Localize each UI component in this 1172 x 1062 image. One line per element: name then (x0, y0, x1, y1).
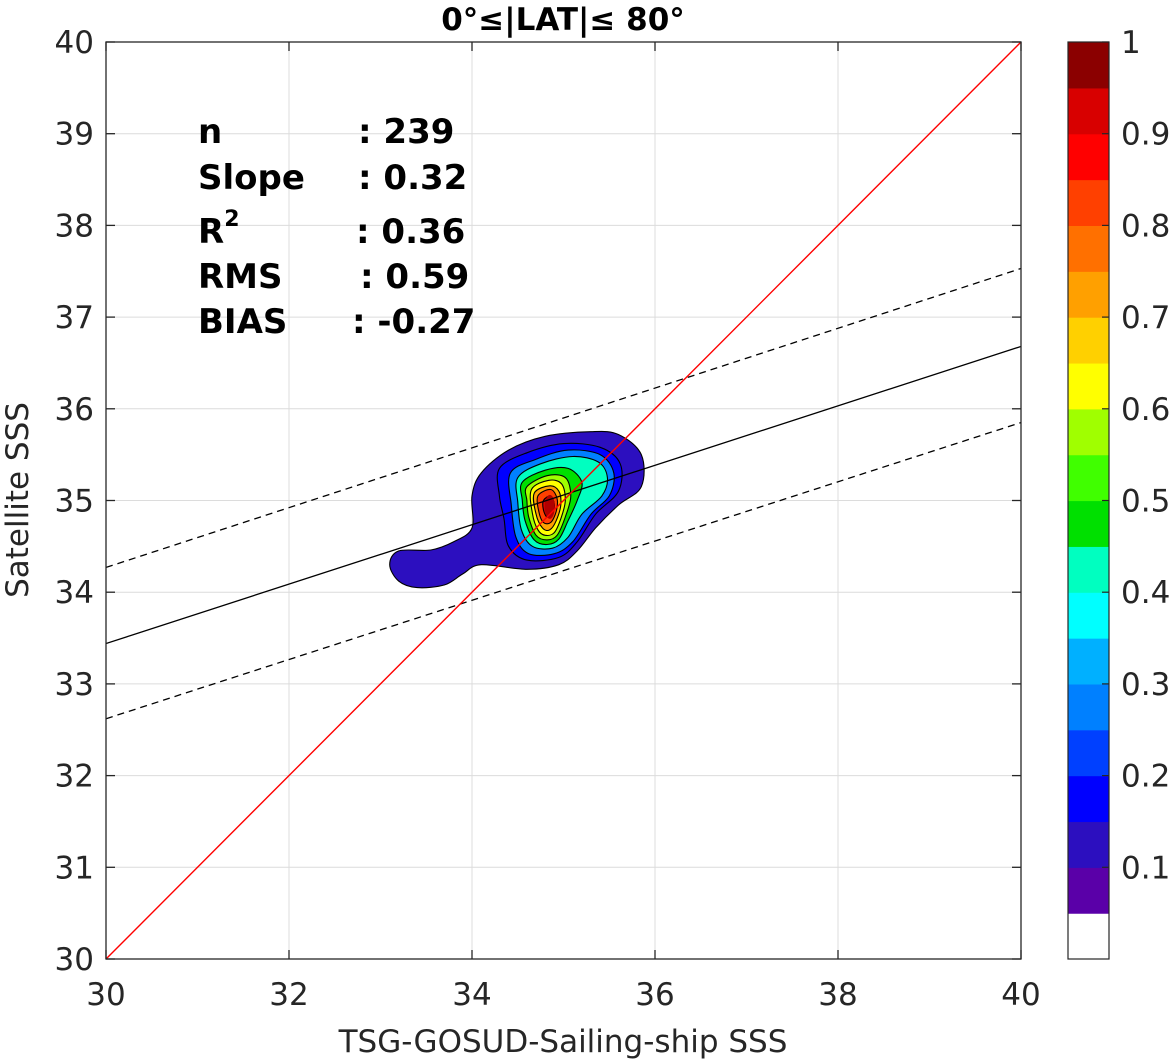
y-tick-label: 39 (55, 117, 94, 153)
identity-line (106, 42, 1021, 959)
y-tick-label: 38 (55, 208, 94, 244)
colorbar-tick-label: 0.1 (1121, 850, 1170, 886)
colorbar-tick-label: 0.7 (1121, 300, 1170, 336)
colorbar-segment (1068, 42, 1109, 89)
colorbar-segment (1068, 271, 1109, 318)
stat-n-value: : 239 (358, 112, 454, 152)
y-tick-label: 40 (55, 25, 94, 61)
x-tick-label: 34 (452, 977, 491, 1013)
colorbar-segment (1068, 408, 1109, 456)
colorbar-segment (1068, 133, 1109, 181)
colorbar-segment (1068, 775, 1109, 823)
x-tick-label: 38 (818, 977, 857, 1013)
x-axis-label: TSG-GOSUD-Sailing-ship SSS (338, 1024, 788, 1060)
colorbar-segment (1068, 592, 1109, 639)
colorbar-tick-label: 0.3 (1121, 667, 1170, 703)
colorbar-tick-label: 0.8 (1121, 208, 1170, 244)
y-tick-label: 36 (55, 392, 94, 428)
y-tick-label: 34 (55, 575, 94, 611)
fit-line (106, 345, 1021, 645)
colorbar-tick-label: 0.2 (1121, 759, 1170, 795)
x-tick-label: 32 (269, 977, 308, 1013)
fit-upper-bound-line (106, 267, 1021, 569)
chart-title: 0°≤|LAT|≤ 80° (441, 2, 685, 38)
axis-ticks: 30 32 34 36 38 40 30 31 32 33 34 35 36 37 38 39 40 (55, 25, 1041, 1013)
colorbar: 1 0.9 0.8 0.7 0.6 0.5 0.4 0.3 0.2 0.1 (1067, 25, 1170, 960)
stats-box: n : 239 Slope : 0.32 R2 : 0.36 RMS : 0.5… (198, 112, 475, 342)
stat-bias-value: : -0.27 (352, 302, 475, 342)
stat-rms-label: RMS (198, 257, 283, 297)
stat-r2-label: R2 (198, 207, 240, 252)
colorbar-tick-label: 0.5 (1121, 484, 1170, 520)
colorbar-segment (1068, 179, 1109, 226)
x-tick-label: 30 (86, 977, 125, 1013)
y-tick-label: 33 (55, 667, 94, 703)
x-tick-label: 36 (635, 977, 674, 1013)
colorbar-segment (1068, 500, 1109, 547)
stat-bias-label: BIAS (198, 302, 287, 342)
regression-lines (106, 42, 1021, 959)
colorbar-segment (1068, 683, 1109, 731)
stat-slope-label: Slope (198, 158, 305, 198)
y-tick-label: 31 (55, 850, 94, 886)
y-tick-label: 37 (55, 300, 94, 336)
colorbar-segment (1068, 913, 1109, 960)
x-tick-label: 40 (1001, 977, 1040, 1013)
stat-slope-value: : 0.32 (358, 158, 467, 198)
colorbar-tick-label: 1 (1121, 25, 1141, 61)
colorbar-tick-label: 0.9 (1121, 117, 1170, 153)
colorbar-segment (1068, 638, 1109, 685)
y-tick-label: 35 (55, 484, 94, 520)
y-tick-label: 30 (55, 942, 94, 978)
colorbar-tick-label: 0.6 (1121, 392, 1170, 428)
colorbar-segment (1068, 362, 1109, 410)
colorbar-segment (1068, 317, 1109, 364)
stat-r2-value: : 0.36 (356, 212, 465, 252)
colorbar-segment (1068, 87, 1109, 135)
colorbar-tick-label: 0.4 (1121, 575, 1170, 611)
stat-rms-value: : 0.59 (360, 257, 469, 297)
y-axis-label: Satellite SSS (0, 402, 36, 598)
stat-r2-superscript: 2 (224, 207, 239, 232)
stat-r2-base: R (198, 212, 224, 252)
colorbar-segment (1068, 546, 1109, 593)
y-tick-label: 32 (55, 759, 94, 795)
fit-lower-bound-line (106, 421, 1021, 720)
colorbar-segment (1068, 454, 1109, 502)
colorbar-segment (1068, 729, 1109, 777)
colorbar-segment (1068, 225, 1109, 272)
colorbar-segment (1068, 821, 1109, 868)
colorbar-segment (1068, 867, 1109, 914)
stat-n-label: n (198, 112, 222, 152)
